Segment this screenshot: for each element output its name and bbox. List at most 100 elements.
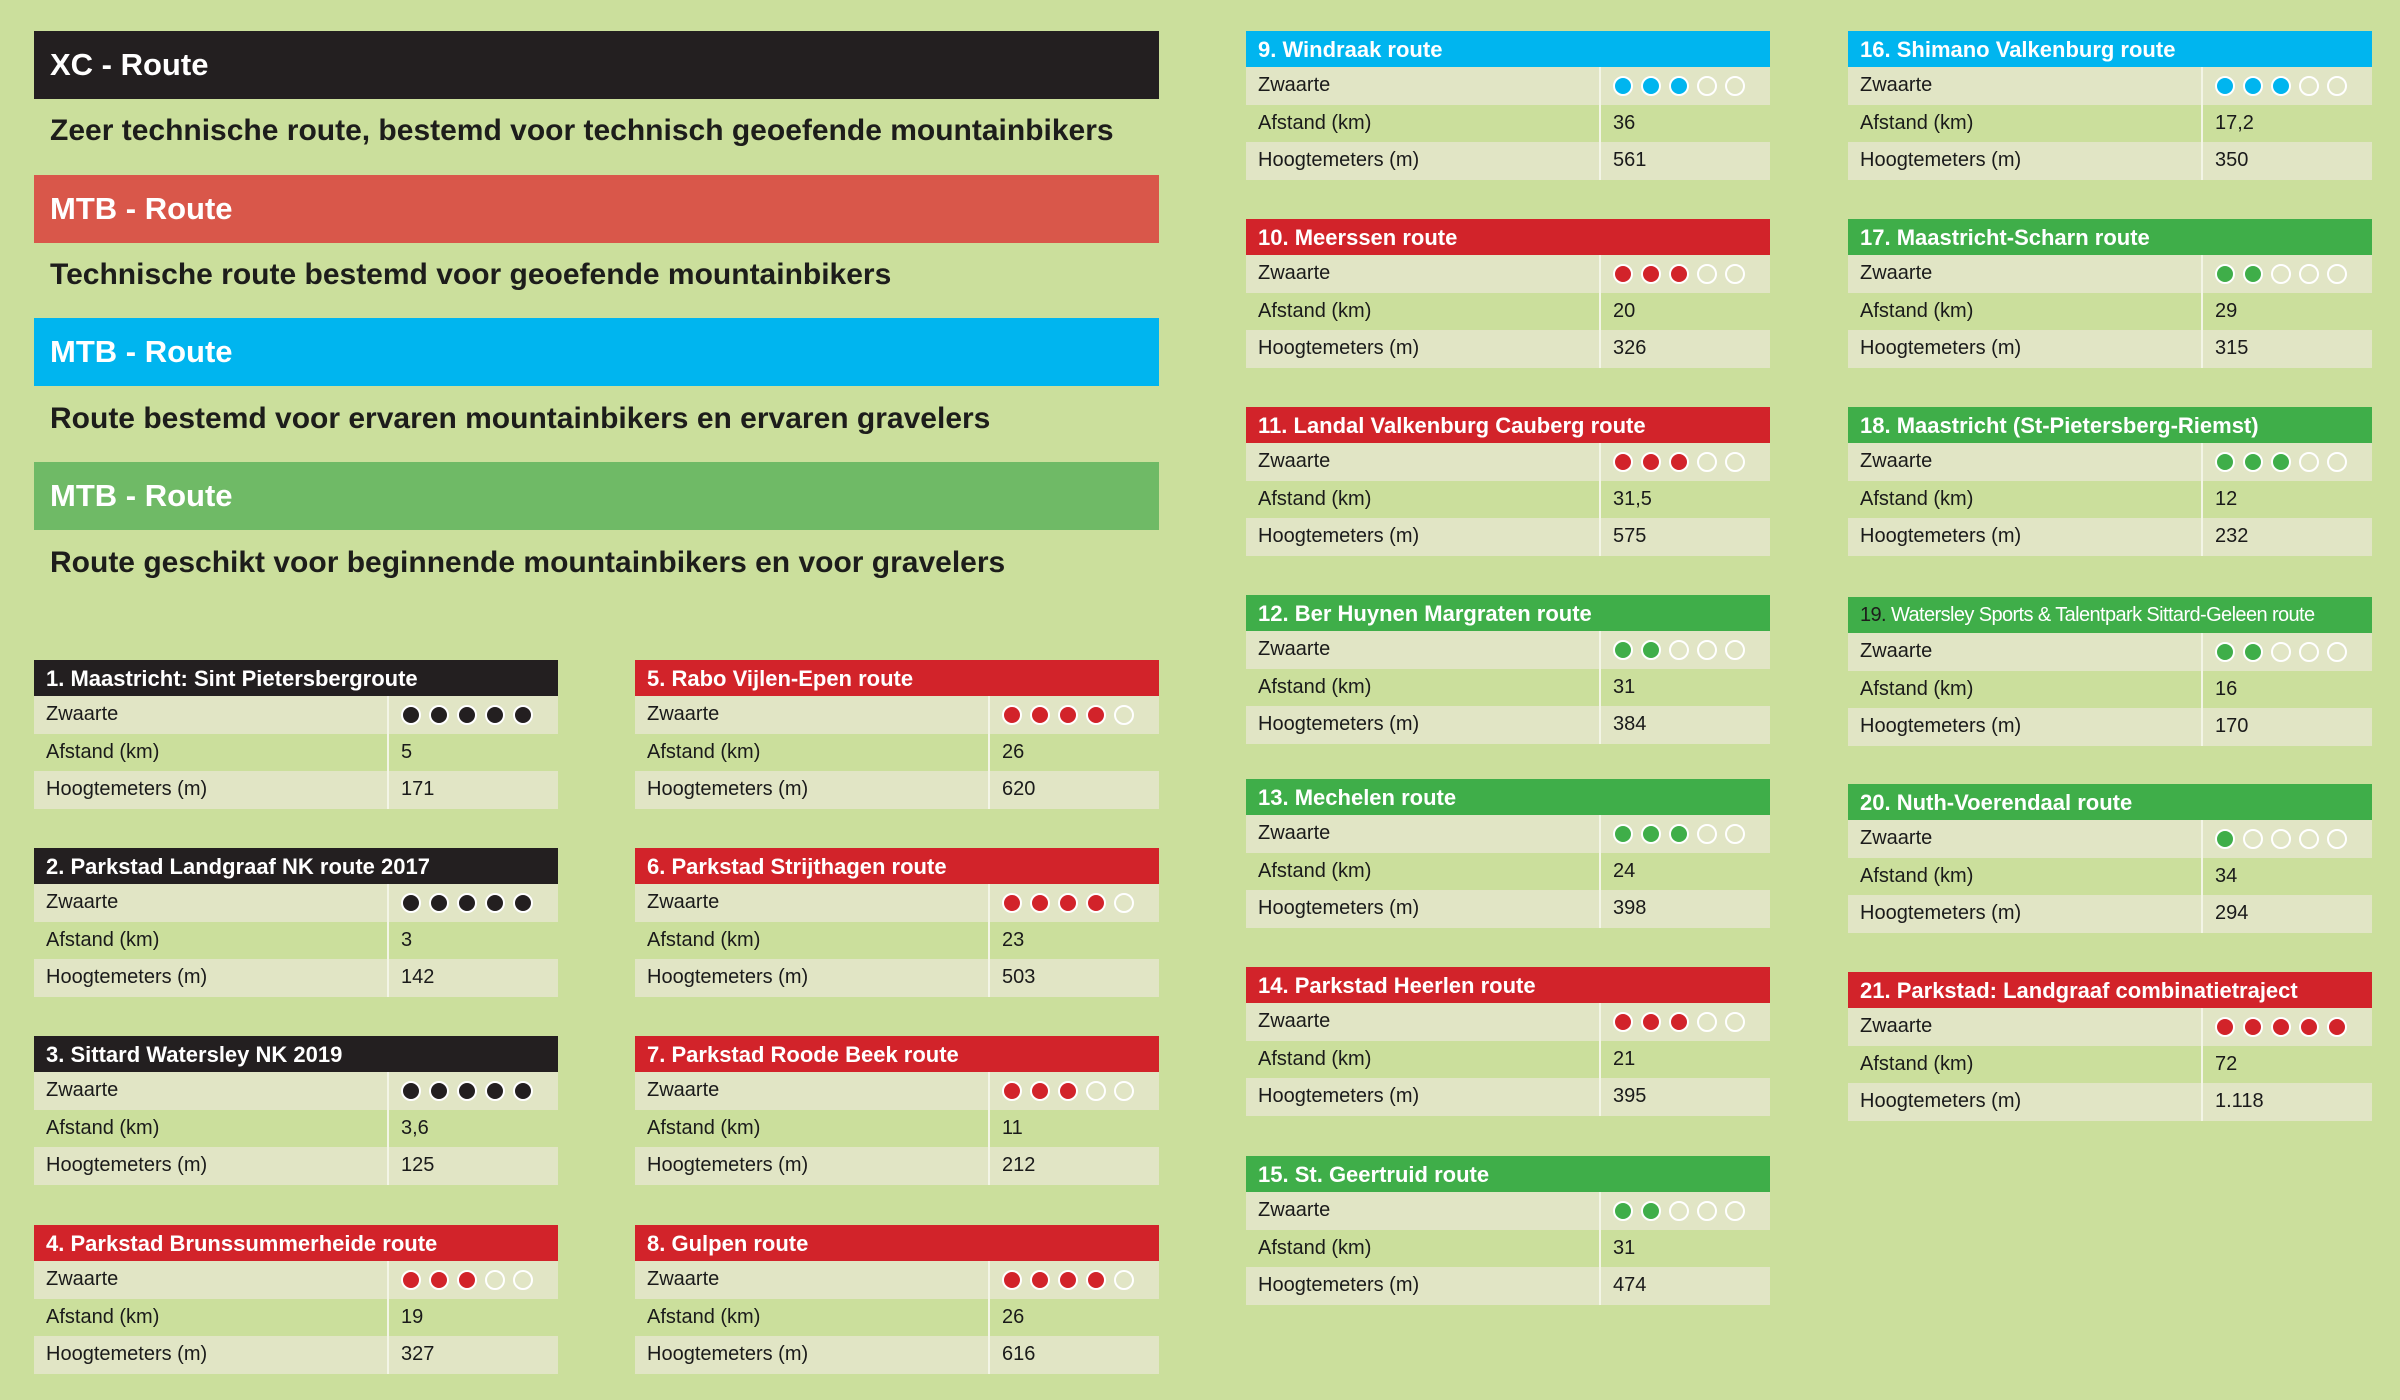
route-title: 2. Parkstad Landgraaf NK route 2017 [34,848,558,884]
filled-dot-icon [2243,1016,2263,1037]
row-label: Zwaarte [1246,1003,1601,1041]
row-label: Hoogtemeters (m) [1246,330,1601,368]
route-row-elevation: Hoogtemeters (m) 170 [1848,708,2372,746]
filled-dot-icon [1002,892,1022,913]
row-label: Hoogtemeters (m) [635,1147,990,1185]
row-value: 23 [1002,928,1025,951]
route-row-distance: Afstand (km) 3,6 [34,1109,558,1147]
route-number: 18. [1860,413,1891,438]
empty-dot-icon [2299,75,2319,96]
row-value: 170 [2215,715,2249,737]
empty-dot-icon [2327,641,2347,662]
empty-dot-icon [1114,892,1134,913]
route-title: 3. Sittard Watersley NK 2019 [34,1036,558,1072]
row-value: 26 [1002,740,1025,763]
filled-dot-icon [2215,641,2235,662]
legend-description: Route geschikt voor beginnende mountainb… [50,546,1006,579]
route-name: Nuth-Voerendaal route [1896,790,2133,815]
row-value: 171 [401,778,435,800]
difficulty-rating [389,1072,533,1110]
row-label: Hoogtemeters (m) [34,1336,389,1374]
row-label: Afstand (km) [34,1109,389,1147]
row-value: 350 [2215,149,2249,171]
route-number: 6. [647,854,666,879]
route-row-distance: Afstand (km) 21 [1246,1040,1770,1078]
row-label: Zwaarte [635,1261,990,1299]
filled-dot-icon [1641,823,1661,844]
row-label: Hoogtemeters (m) [1848,142,2203,180]
route-name: Parkstad: Landgraaf combinatietraject [1896,978,2298,1003]
filled-dot-icon [1613,1200,1633,1221]
row-label: Afstand (km) [1246,668,1601,706]
row-label: Zwaarte [1848,820,2203,858]
empty-dot-icon [2327,263,2347,284]
row-label: Hoogtemeters (m) [1246,1267,1601,1305]
filled-dot-icon [1613,823,1633,844]
row-value: 503 [1002,966,1036,988]
row-value: 31 [1613,675,1636,698]
difficulty-rating [990,884,1134,922]
route-row-difficulty: Zwaarte [635,1261,1159,1299]
row-value: 315 [2215,337,2249,359]
filled-dot-icon [1030,704,1050,725]
filled-dot-icon [401,1080,421,1101]
filled-dot-icon [1641,263,1661,284]
empty-dot-icon [1725,451,1745,472]
filled-dot-icon [2271,451,2291,472]
difficulty-rating [1601,1192,1745,1230]
row-label: Hoogtemeters (m) [1246,706,1601,744]
filled-dot-icon [1086,1269,1106,1290]
row-label: Afstand (km) [635,733,990,771]
route-title: 15. St. Geertruid route [1246,1156,1770,1192]
empty-dot-icon [1669,1200,1689,1221]
row-label: Afstand (km) [1848,670,2203,708]
filled-dot-icon [1669,263,1689,284]
filled-dot-icon [513,704,533,725]
route-name: Parkstad Heerlen route [1294,973,1536,998]
route-card: 7. Parkstad Roode Beek route Zwaarte Afsta… [635,1036,1159,1185]
row-value: 11 [1002,1116,1023,1139]
route-title: 19. Watersley Sports & Talentpark Sittar… [1848,597,2372,633]
row-label: Hoogtemeters (m) [635,1336,990,1374]
legend-header: MTB - Route [34,318,1159,386]
row-value: 29 [2215,299,2238,322]
legend-description: Zeer technische route, bestemd voor tech… [50,114,1114,147]
row-label: Zwaarte [1848,67,2203,105]
row-value: 21 [1613,1047,1636,1070]
empty-dot-icon [1697,1200,1717,1221]
route-row-elevation: Hoogtemeters (m) 315 [1848,330,2372,368]
row-label: Afstand (km) [635,1298,990,1336]
filled-dot-icon [429,1080,449,1101]
route-title: 7. Parkstad Roode Beek route [635,1036,1159,1072]
row-value: 34 [2215,864,2238,887]
row-label: Zwaarte [1246,67,1601,105]
route-card: 1. Maastricht: Sint Pietersbergroute Zwaa… [34,660,558,809]
route-number: 16. [1860,37,1891,62]
difficulty-rating [1601,631,1745,669]
route-row-difficulty: Zwaarte [635,1072,1159,1110]
filled-dot-icon [1613,75,1633,96]
route-row-difficulty: Zwaarte [1246,443,1770,481]
filled-dot-icon [1613,1011,1633,1032]
route-number: 13. [1258,785,1289,810]
empty-dot-icon [1669,639,1689,660]
route-card: 11. Landal Valkenburg Cauberg route Zwaar… [1246,407,1770,556]
filled-dot-icon [485,704,505,725]
row-label: Afstand (km) [1246,1040,1601,1078]
legend-header: MTB - Route [34,175,1159,243]
route-title: 12. Ber Huynen Margraten route [1246,595,1770,631]
empty-dot-icon [1697,263,1717,284]
filled-dot-icon [1058,704,1078,725]
route-row-elevation: Hoogtemeters (m) 384 [1246,706,1770,744]
route-name: Parkstad Brunssummerheide route [70,1231,438,1256]
route-number: 7. [647,1042,666,1067]
filled-dot-icon [1669,823,1689,844]
route-row-difficulty: Zwaarte [1848,1008,2372,1046]
row-label: Hoogtemeters (m) [1246,890,1601,928]
route-name: Maastricht (St-Pietersberg-Riemst) [1896,413,2259,438]
route-name: Windraak route [1282,37,1443,62]
route-name: Sittard Watersley NK 2019 [70,1042,343,1067]
filled-dot-icon [2215,263,2235,284]
row-label: Zwaarte [1246,443,1601,481]
difficulty-rating [2203,633,2347,671]
